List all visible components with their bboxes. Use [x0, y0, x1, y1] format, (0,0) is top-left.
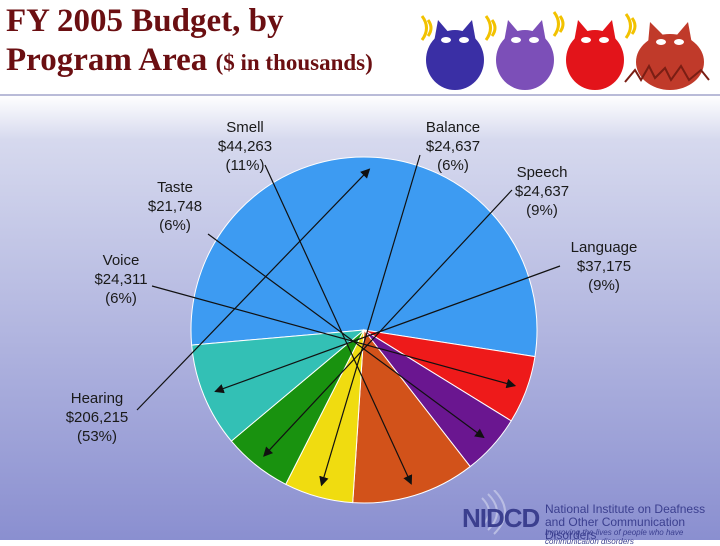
pie-slice-hearing: [190, 156, 538, 358]
label-speech-name: Speech: [516, 164, 568, 181]
cat-icon: [552, 11, 624, 90]
label-taste: Taste $21,748 (6%): [140, 178, 210, 235]
label-speech-amount: $24,637: [514, 183, 570, 200]
logo-name-line-2: and Other Communication Disorders: [545, 515, 686, 542]
label-hearing: Hearing $206,215 (53%): [58, 389, 136, 446]
label-smell: Smell $44,263 (11%): [210, 118, 280, 175]
label-hearing-percent: (53%): [76, 428, 117, 445]
leader-line-balance: [319, 154, 421, 487]
logo-acronym: NIDCD: [462, 503, 540, 533]
title-line-2-main: Program Area: [6, 42, 208, 78]
pie-slice-smell: [352, 328, 471, 504]
label-voice-percent: (6%): [105, 290, 137, 307]
logo-name-line-1: National Institute on Deafness: [545, 502, 706, 516]
cartoon-cats-illustration: [420, 11, 710, 90]
label-taste-name: Taste: [157, 179, 193, 196]
label-smell-percent: (11%): [225, 157, 265, 174]
title-line-2: Program Area ($ in thousands): [6, 40, 373, 83]
page-title: FY 2005 Budget, by Program Area ($ in th…: [6, 2, 373, 83]
cat-icon: [624, 13, 710, 90]
label-balance-percent: (6%): [437, 157, 469, 174]
leader-line-hearing: [136, 168, 371, 411]
label-balance-amount: $24,637: [425, 138, 481, 155]
logo-name: National Institute on Deafness and Other…: [545, 503, 720, 542]
label-voice-name: Voice: [102, 252, 140, 269]
leader-line-smell: [264, 164, 413, 485]
title-divider: [0, 94, 720, 96]
label-voice-amount: $24,311: [94, 271, 148, 288]
logo-tagline: Improving the lives of people who have c…: [545, 528, 684, 546]
label-taste-amount: $21,748: [147, 198, 203, 215]
nidcd-logo-mark: [481, 490, 506, 535]
label-hearing-amount: $206,215: [65, 409, 129, 426]
leader-line-voice: [151, 285, 517, 389]
label-language: Language $37,175 (9%): [564, 238, 644, 295]
label-language-amount: $37,175: [576, 258, 632, 275]
label-balance: Balance $24,637 (6%): [418, 118, 488, 175]
label-language-name: Language: [570, 239, 638, 256]
label-language-percent: (9%): [588, 277, 620, 294]
title-units: ($ in thousands): [215, 50, 373, 75]
label-balance-name: Balance: [425, 119, 481, 136]
cat-icon: [484, 15, 554, 90]
label-taste-percent: (6%): [159, 217, 191, 234]
title-line-1: FY 2005 Budget, by: [6, 3, 284, 39]
label-smell-name: Smell: [226, 119, 264, 136]
leader-line-taste: [207, 233, 485, 439]
leader-line-language: [214, 265, 561, 394]
label-speech-percent: (9%): [526, 202, 558, 219]
pie-slice-language: [191, 329, 366, 442]
leader-line-speech: [263, 189, 513, 457]
label-hearing-name: Hearing: [70, 390, 124, 407]
cat-icon: [420, 15, 484, 90]
label-smell-amount: $44,263: [217, 138, 273, 155]
label-voice: Voice $24,311 (6%): [86, 251, 156, 308]
label-speech: Speech $24,637 (9%): [506, 163, 578, 220]
